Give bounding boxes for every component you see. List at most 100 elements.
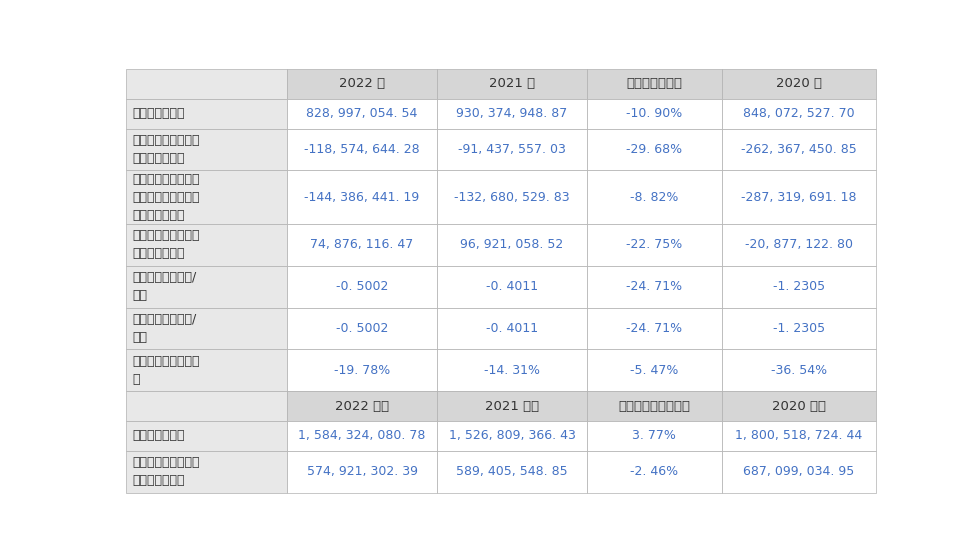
Bar bbox=[722, 128, 875, 170]
Text: 828, 997, 054. 54: 828, 997, 054. 54 bbox=[307, 107, 418, 120]
Bar bbox=[722, 349, 875, 391]
Bar bbox=[587, 421, 722, 451]
Bar bbox=[437, 307, 587, 349]
Text: 本年比上年增减: 本年比上年增减 bbox=[626, 77, 682, 90]
Text: -118, 574, 644. 28: -118, 574, 644. 28 bbox=[304, 143, 420, 156]
Text: -262, 367, 450. 85: -262, 367, 450. 85 bbox=[741, 143, 857, 156]
Bar bbox=[126, 69, 287, 99]
Text: 589, 405, 548. 85: 589, 405, 548. 85 bbox=[456, 465, 568, 478]
Bar bbox=[287, 421, 437, 451]
Text: 本年末比上年末增减: 本年末比上年末增减 bbox=[618, 400, 691, 413]
Bar bbox=[126, 128, 287, 170]
Text: -0. 4011: -0. 4011 bbox=[486, 322, 538, 335]
Bar bbox=[722, 266, 875, 307]
Text: -29. 68%: -29. 68% bbox=[626, 143, 683, 156]
Text: -2. 46%: -2. 46% bbox=[630, 465, 678, 478]
Bar bbox=[126, 391, 287, 421]
Bar bbox=[722, 99, 875, 128]
Bar bbox=[437, 391, 587, 421]
Text: 1, 800, 518, 724. 44: 1, 800, 518, 724. 44 bbox=[735, 429, 863, 443]
Bar bbox=[126, 349, 287, 391]
Text: 加权平均净资产收益
率: 加权平均净资产收益 率 bbox=[132, 355, 199, 386]
Text: -10. 90%: -10. 90% bbox=[626, 107, 683, 120]
Bar bbox=[722, 224, 875, 266]
Text: -8. 82%: -8. 82% bbox=[630, 191, 679, 203]
Bar bbox=[287, 349, 437, 391]
Text: 稀释每股收益（元/
股）: 稀释每股收益（元/ 股） bbox=[132, 313, 196, 344]
Text: 1, 584, 324, 080. 78: 1, 584, 324, 080. 78 bbox=[298, 429, 426, 443]
Bar bbox=[437, 224, 587, 266]
Bar bbox=[126, 224, 287, 266]
Text: 2021 年末: 2021 年末 bbox=[485, 400, 539, 413]
Text: -132, 680, 529. 83: -132, 680, 529. 83 bbox=[454, 191, 570, 203]
Text: 2022 年末: 2022 年末 bbox=[335, 400, 389, 413]
Text: -287, 319, 691. 18: -287, 319, 691. 18 bbox=[741, 191, 857, 203]
Text: 3. 77%: 3. 77% bbox=[632, 429, 676, 443]
Bar bbox=[126, 451, 287, 493]
Bar bbox=[587, 266, 722, 307]
Text: -5. 47%: -5. 47% bbox=[630, 364, 679, 377]
Text: -20, 877, 122. 80: -20, 877, 122. 80 bbox=[744, 239, 853, 251]
Text: 经营活动产生的现金
流量净额（元）: 经营活动产生的现金 流量净额（元） bbox=[132, 230, 199, 260]
Bar bbox=[587, 99, 722, 128]
Bar bbox=[437, 69, 587, 99]
Text: -24. 71%: -24. 71% bbox=[626, 280, 683, 293]
Bar bbox=[587, 451, 722, 493]
Bar bbox=[722, 391, 875, 421]
Text: 资产总额（元）: 资产总额（元） bbox=[132, 429, 185, 443]
Bar bbox=[126, 170, 287, 224]
Bar bbox=[587, 391, 722, 421]
Bar bbox=[437, 451, 587, 493]
Bar bbox=[437, 266, 587, 307]
Bar bbox=[287, 69, 437, 99]
Bar bbox=[287, 99, 437, 128]
Bar bbox=[437, 128, 587, 170]
Bar bbox=[287, 224, 437, 266]
Text: 74, 876, 116. 47: 74, 876, 116. 47 bbox=[311, 239, 413, 251]
Bar bbox=[722, 307, 875, 349]
Bar bbox=[287, 451, 437, 493]
Bar bbox=[587, 128, 722, 170]
Text: 基本每股收益（元/
股）: 基本每股收益（元/ 股） bbox=[132, 271, 196, 302]
Text: -1. 2305: -1. 2305 bbox=[773, 280, 825, 293]
Bar bbox=[722, 69, 875, 99]
Bar bbox=[287, 128, 437, 170]
Text: 1, 526, 809, 366. 43: 1, 526, 809, 366. 43 bbox=[448, 429, 575, 443]
Bar bbox=[126, 307, 287, 349]
Text: 574, 921, 302. 39: 574, 921, 302. 39 bbox=[307, 465, 417, 478]
Text: 归属于上市公司股东
的净资产（元）: 归属于上市公司股东 的净资产（元） bbox=[132, 456, 199, 487]
Text: -0. 4011: -0. 4011 bbox=[486, 280, 538, 293]
Bar bbox=[587, 170, 722, 224]
Bar bbox=[126, 421, 287, 451]
Text: -91, 437, 557. 03: -91, 437, 557. 03 bbox=[458, 143, 566, 156]
Bar bbox=[587, 307, 722, 349]
Text: 848, 072, 527. 70: 848, 072, 527. 70 bbox=[743, 107, 855, 120]
Bar bbox=[722, 451, 875, 493]
Bar bbox=[287, 391, 437, 421]
Text: 2022 年: 2022 年 bbox=[339, 77, 385, 90]
Bar bbox=[587, 224, 722, 266]
Text: 归属于上市公司股东
的净利润（元）: 归属于上市公司股东 的净利润（元） bbox=[132, 134, 199, 165]
Text: -0. 5002: -0. 5002 bbox=[336, 322, 388, 335]
Text: -22. 75%: -22. 75% bbox=[626, 239, 683, 251]
Bar bbox=[126, 266, 287, 307]
Bar bbox=[437, 349, 587, 391]
Text: 687, 099, 034. 95: 687, 099, 034. 95 bbox=[743, 465, 854, 478]
Bar bbox=[437, 99, 587, 128]
Bar bbox=[722, 170, 875, 224]
Text: 2020 年: 2020 年 bbox=[776, 77, 822, 90]
Text: -14. 31%: -14. 31% bbox=[484, 364, 540, 377]
Text: 930, 374, 948. 87: 930, 374, 948. 87 bbox=[456, 107, 568, 120]
Text: 2020 年末: 2020 年末 bbox=[772, 400, 826, 413]
Text: -24. 71%: -24. 71% bbox=[626, 322, 683, 335]
Text: 归属于上市公司股东
的扣除非经常性损益
的净利润（元）: 归属于上市公司股东 的扣除非经常性损益 的净利润（元） bbox=[132, 173, 199, 222]
Bar bbox=[287, 307, 437, 349]
Bar bbox=[437, 421, 587, 451]
Text: -36. 54%: -36. 54% bbox=[771, 364, 827, 377]
Text: 2021 年: 2021 年 bbox=[488, 77, 535, 90]
Bar bbox=[287, 266, 437, 307]
Text: -144, 386, 441. 19: -144, 386, 441. 19 bbox=[305, 191, 420, 203]
Bar bbox=[287, 170, 437, 224]
Bar bbox=[722, 421, 875, 451]
Text: -19. 78%: -19. 78% bbox=[334, 364, 390, 377]
